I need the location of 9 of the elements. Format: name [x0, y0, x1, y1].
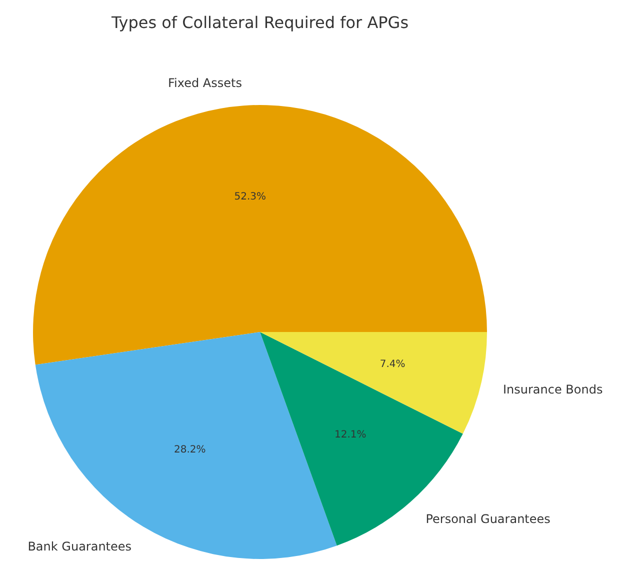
data-label: 28.2% — [174, 444, 206, 456]
slice-label: Fixed Assets — [168, 76, 242, 90]
data-label: 12.1% — [334, 429, 366, 440]
slice-label: Personal Guarantees — [426, 512, 550, 526]
data-label: 7.4% — [380, 358, 406, 370]
chart-title: Types of Collateral Required for APGs — [110, 13, 409, 32]
data-label: 52.3% — [234, 192, 266, 203]
slice-label: Bank Guarantees — [28, 539, 132, 554]
slice-label: Insurance Bonds — [502, 382, 603, 397]
